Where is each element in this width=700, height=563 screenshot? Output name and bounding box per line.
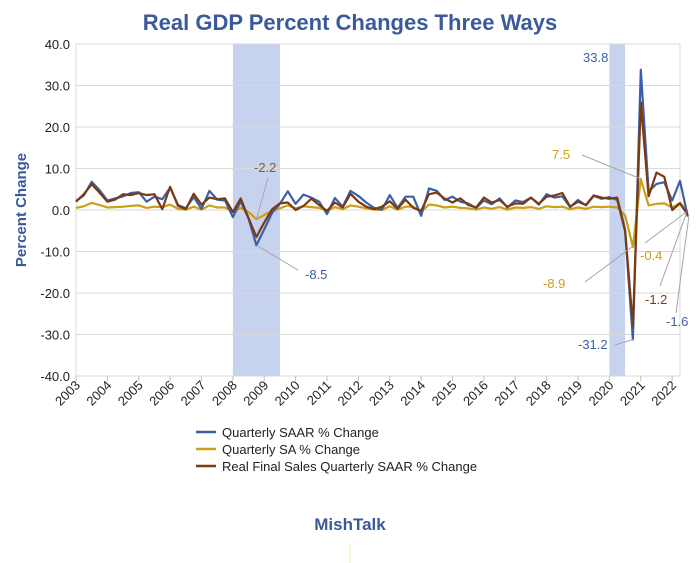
annotation-leader bbox=[644, 211, 688, 244]
annotation-leader bbox=[675, 216, 690, 314]
x-tick-label: 2011 bbox=[304, 378, 334, 408]
x-tick-label: 2005 bbox=[115, 378, 146, 409]
x-tick-label: 2012 bbox=[334, 378, 365, 409]
y-tick-label: 20.0 bbox=[45, 120, 70, 135]
legend-label: Quarterly SA % Change bbox=[222, 442, 360, 457]
annotation-label: 33.8 bbox=[583, 50, 608, 65]
y-tick-label: 30.0 bbox=[45, 79, 70, 94]
annotation-label: 7.5 bbox=[552, 147, 570, 162]
annotation-label: -0.4 bbox=[640, 248, 662, 263]
annotation-leader bbox=[255, 177, 269, 220]
legend: Quarterly SAAR % Change Quarterly SA % Ch… bbox=[196, 425, 477, 563]
brand-label: MishTalk bbox=[314, 515, 386, 534]
y-tick-label: -40.0 bbox=[40, 369, 70, 384]
annotation-leader bbox=[614, 339, 634, 346]
x-tick-label: 2004 bbox=[83, 378, 114, 409]
x-tick-label: 2006 bbox=[146, 378, 177, 409]
y-tick-label: 0.0 bbox=[52, 203, 70, 218]
annotation-label: -2.2 bbox=[254, 160, 276, 175]
x-tick-label: 2007 bbox=[178, 378, 209, 409]
annotation-leader bbox=[584, 246, 633, 283]
annotation-label: -1.6 bbox=[666, 314, 688, 329]
annotation-label: -8.9 bbox=[543, 276, 565, 291]
x-tick-label: 2008 bbox=[209, 378, 240, 409]
chart-title: Real GDP Percent Changes Three Ways bbox=[143, 10, 558, 35]
annotation-label: -8.5 bbox=[305, 267, 327, 282]
annotation-leader bbox=[256, 244, 299, 271]
x-tick-label: 2009 bbox=[240, 378, 271, 409]
x-tick-label: 2015 bbox=[429, 378, 460, 409]
y-tick-label: -30.0 bbox=[40, 328, 70, 343]
x-tick-label: 2019 bbox=[554, 378, 585, 409]
annotation-label: -31.2 bbox=[578, 337, 608, 352]
y-tick-label: 40.0 bbox=[45, 37, 70, 52]
series-line-2 bbox=[75, 101, 689, 328]
x-tick-label: 2013 bbox=[366, 378, 397, 409]
x-tick-label: 2016 bbox=[460, 378, 491, 409]
annotations: 33.8 -2.2 -8.5 7.5 -0.4 -1.2 -8.9 -31.2 -1.6 bbox=[254, 50, 690, 352]
x-tick-label: 2014 bbox=[397, 378, 428, 409]
annotation-leader bbox=[659, 214, 687, 287]
y-tick-label: -10.0 bbox=[40, 245, 70, 260]
x-tick-label: 2010 bbox=[272, 378, 303, 409]
y-tick-label: -20.0 bbox=[40, 286, 70, 301]
y-axis-label: Percent Change bbox=[13, 153, 30, 267]
legend-label: Real Final Sales Quarterly SAAR % Change bbox=[222, 459, 477, 474]
x-tick-label: 2018 bbox=[523, 378, 554, 409]
y-tick-label: 10.0 bbox=[45, 162, 70, 177]
x-tick-label: 2021 bbox=[617, 378, 648, 409]
annotation-leader bbox=[581, 154, 641, 180]
x-tick-label: 2017 bbox=[491, 378, 522, 409]
x-tick-label: 2022 bbox=[648, 378, 679, 409]
x-tick-label: 2020 bbox=[585, 378, 616, 409]
legend-label: Quarterly SAAR % Change bbox=[222, 425, 379, 440]
plot-area: 40.0 30.0 20.0 10.0 0.0 -10.0 -20.0 -30.0 -40.0 2… bbox=[40, 37, 689, 409]
annotation-label: -1.2 bbox=[645, 292, 667, 307]
